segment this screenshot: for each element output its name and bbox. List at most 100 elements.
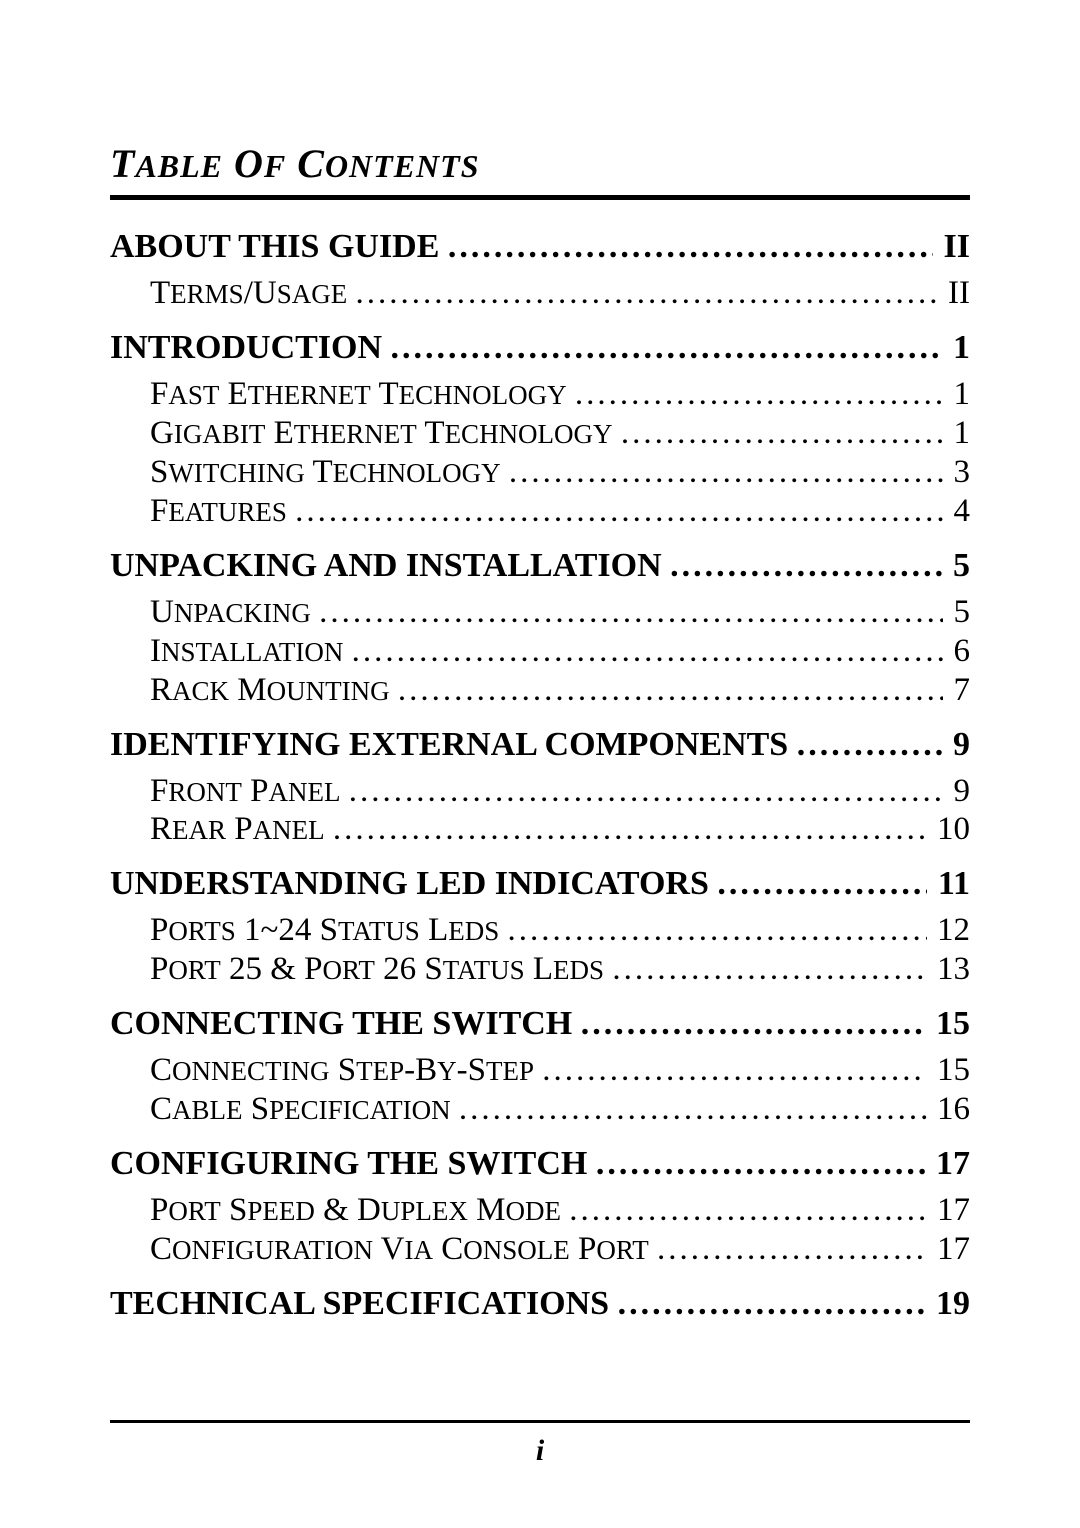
toc-list: ABOUT THIS GUIDE .......................… <box>110 228 970 1323</box>
toc-leader-dots: ........................................… <box>509 453 943 492</box>
toc-entry-label: CONNECTING STEP-BY-STEP <box>150 1051 542 1090</box>
toc-subsection: INSTALLATION ...........................… <box>110 632 970 671</box>
toc-subsection: GIGABIT ETHERNET TECHNOLOGY ............… <box>110 414 970 453</box>
toc-entry-page: 1 <box>943 329 971 367</box>
toc-title: TABLE OF CONTENTS <box>110 141 480 186</box>
toc-entry-page: 1 <box>943 375 970 414</box>
toc-leader-dots: ........................................… <box>349 772 944 811</box>
toc-leader-dots: ........................................… <box>319 593 943 632</box>
toc-entry-page: 7 <box>943 671 970 710</box>
toc-entry-label: CABLE SPECIFICATION <box>150 1090 459 1129</box>
toc-leader-dots: ........................................… <box>717 865 927 903</box>
toc-subsection: CABLE SPECIFICATION ....................… <box>110 1090 970 1129</box>
toc-entry-label: SWITCHING TECHNOLOGY <box>150 453 509 492</box>
toc-section: UNDERSTANDING LED INDICATORS ...........… <box>110 865 970 903</box>
toc-subsection: REAR PANEL .............................… <box>110 810 970 849</box>
toc-section: INTRODUCTION ...........................… <box>110 329 970 367</box>
toc-leader-dots: ........................................… <box>670 547 942 585</box>
toc-entry-label: RACK MOUNTING <box>150 671 398 710</box>
toc-entry-page: 10 <box>927 810 970 849</box>
toc-section: CONNECTING THE SWITCH ..................… <box>110 1005 970 1043</box>
toc-entry-page: 15 <box>927 1051 970 1090</box>
toc-entry-page: 13 <box>927 950 970 989</box>
toc-entry-page: II <box>938 274 970 313</box>
toc-section: TECHNICAL SPECIFICATIONS ...............… <box>110 1285 970 1323</box>
toc-leader-dots: ........................................… <box>459 1090 927 1129</box>
toc-entry-label: FAST ETHERNET TECHNOLOGY <box>150 375 575 414</box>
toc-entry-page: 1 <box>943 414 970 453</box>
toc-entry-label: PORTS 1~24 STATUS LEDS <box>150 911 508 950</box>
toc-leader-dots: ........................................… <box>398 671 943 710</box>
toc-section: UNPACKING AND INSTALLATION .............… <box>110 547 970 585</box>
toc-leader-dots: ........................................… <box>542 1051 926 1090</box>
toc-leader-dots: ........................................… <box>391 329 943 367</box>
toc-entry-label: TECHNICAL SPECIFICATIONS <box>110 1285 618 1323</box>
toc-entry-label: PORT 25 & PORT 26 STATUS LEDS <box>150 950 612 989</box>
toc-entry-page: 3 <box>943 453 970 492</box>
toc-entry-page: 6 <box>943 632 970 671</box>
page-number: i <box>0 1434 1080 1468</box>
toc-leader-dots: ........................................… <box>797 726 943 764</box>
toc-entry-page: 4 <box>943 492 970 531</box>
toc-entry-page: 17 <box>927 1230 970 1269</box>
toc-subsection: UNPACKING ..............................… <box>110 593 970 632</box>
toc-subsection: FEATURES ...............................… <box>110 492 970 531</box>
toc-entry-label: TERMS/USAGE <box>150 274 355 313</box>
toc-leader-dots: ........................................… <box>581 1005 926 1043</box>
toc-leader-dots: ........................................… <box>575 375 943 414</box>
toc-title-block: TABLE OF CONTENTS <box>110 140 970 187</box>
toc-entry-label: CONFIGURING THE SWITCH <box>110 1145 596 1183</box>
toc-leader-dots: ........................................… <box>569 1191 927 1230</box>
toc-entry-page: 9 <box>943 726 971 764</box>
toc-entry-label: REAR PANEL <box>150 810 333 849</box>
toc-entry-label: CONFIGURATION VIA CONSOLE PORT <box>150 1230 657 1269</box>
toc-entry-page: 15 <box>926 1005 971 1043</box>
toc-leader-dots: ........................................… <box>448 228 933 266</box>
toc-leader-dots: ........................................… <box>295 492 943 531</box>
toc-entry-page: 17 <box>927 1191 970 1230</box>
toc-entry-page: 11 <box>927 865 970 903</box>
toc-subsection: TERMS/USAGE ............................… <box>110 274 970 313</box>
toc-entry-label: UNPACKING AND INSTALLATION <box>110 547 670 585</box>
toc-entry-label: ABOUT THIS GUIDE <box>110 228 448 266</box>
toc-entry-label: CONNECTING THE SWITCH <box>110 1005 581 1043</box>
toc-subsection: CONFIGURATION VIA CONSOLE PORT .........… <box>110 1230 970 1269</box>
toc-entry-page: 5 <box>943 593 970 632</box>
title-underline <box>110 195 970 200</box>
toc-leader-dots: ........................................… <box>657 1230 927 1269</box>
toc-section: ABOUT THIS GUIDE .......................… <box>110 228 970 266</box>
toc-entry-label: PORT SPEED & DUPLEX MODE <box>150 1191 569 1230</box>
toc-leader-dots: ........................................… <box>508 911 927 950</box>
toc-entry-page: 5 <box>943 547 971 585</box>
toc-subsection: PORT 25 & PORT 26 STATUS LEDS ..........… <box>110 950 970 989</box>
toc-entry-label: INSTALLATION <box>150 632 352 671</box>
toc-entry-label: FRONT PANEL <box>150 772 349 811</box>
toc-leader-dots: ........................................… <box>618 1285 926 1323</box>
toc-entry-label: UNPACKING <box>150 593 319 632</box>
toc-subsection: FRONT PANEL ............................… <box>110 772 970 811</box>
toc-entry-page: 17 <box>926 1145 971 1183</box>
toc-subsection: FAST ETHERNET TECHNOLOGY ...............… <box>110 375 970 414</box>
toc-entry-label: FEATURES <box>150 492 295 531</box>
toc-entry-label: INTRODUCTION <box>110 329 391 367</box>
toc-entry-page: 19 <box>926 1285 971 1323</box>
toc-leader-dots: ........................................… <box>355 274 937 313</box>
toc-entry-label: UNDERSTANDING LED INDICATORS <box>110 865 717 903</box>
toc-subsection: RACK MOUNTING ..........................… <box>110 671 970 710</box>
toc-leader-dots: ........................................… <box>596 1145 926 1183</box>
toc-entry-page: 16 <box>927 1090 970 1129</box>
toc-entry-page: 12 <box>927 911 970 950</box>
toc-entry-page: II <box>933 228 970 266</box>
toc-entry-page: 9 <box>943 772 970 811</box>
toc-section: IDENTIFYING EXTERNAL COMPONENTS ........… <box>110 726 970 764</box>
toc-entry-label: IDENTIFYING EXTERNAL COMPONENTS <box>110 726 797 764</box>
toc-subsection: PORT SPEED & DUPLEX MODE ...............… <box>110 1191 970 1230</box>
toc-subsection: SWITCHING TECHNOLOGY ...................… <box>110 453 970 492</box>
footer-rule <box>110 1420 970 1423</box>
toc-leader-dots: ........................................… <box>612 950 926 989</box>
toc-leader-dots: ........................................… <box>621 414 943 453</box>
toc-section: CONFIGURING THE SWITCH .................… <box>110 1145 970 1183</box>
toc-leader-dots: ........................................… <box>352 632 944 671</box>
toc-subsection: CONNECTING STEP-BY-STEP ................… <box>110 1051 970 1090</box>
toc-leader-dots: ........................................… <box>333 810 927 849</box>
